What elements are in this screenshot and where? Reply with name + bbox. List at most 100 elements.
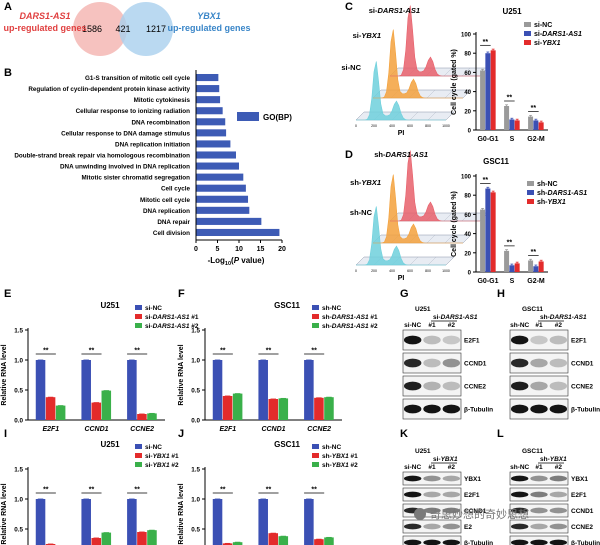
blot-protein-label: YBX1 <box>464 476 481 483</box>
bar <box>35 360 46 420</box>
watermark: 奇思妙想的奇妙思想 <box>414 507 529 521</box>
blot-band <box>442 335 461 345</box>
rna-chart-e: 0.0 0.5 1.0 1.5 Relative RNA level E2F1 ** CCND… <box>1 301 199 433</box>
x-category-label: G0-G1 <box>477 136 498 143</box>
legend-swatch <box>524 31 531 36</box>
significance-mark: ** <box>89 348 95 355</box>
legend-swatch <box>135 314 142 319</box>
flow-histogram <box>356 61 446 121</box>
bar <box>232 393 243 420</box>
bar <box>127 360 137 420</box>
x-category-label: CCNE2 <box>307 426 331 433</box>
significance-mark: ** <box>531 105 537 112</box>
bar <box>147 530 157 545</box>
flow-grid-line <box>426 234 436 244</box>
legend-swatch <box>135 323 142 328</box>
blot-group-label: si-YBX1 <box>433 456 458 463</box>
x-category-label: CCND1 <box>84 426 108 433</box>
go-term-label: DNA replication initiation <box>115 141 190 148</box>
significance-mark: ** <box>531 249 537 256</box>
go-bar <box>196 85 220 93</box>
bar <box>222 543 233 545</box>
blot-band <box>549 539 568 545</box>
blot-lane-label: #1 <box>428 322 436 329</box>
significance-mark: ** <box>220 348 226 355</box>
bar <box>35 499 46 545</box>
y-tick-label: 100 <box>461 33 472 39</box>
y-tick-label: 0.0 <box>191 418 200 425</box>
cell-cycle-chart-gsc11: 0 20 40 60 80 100 Cell cycle (gated %) G0-G1 ** S… <box>451 157 587 285</box>
go-bar <box>196 195 249 203</box>
flow-x-tick-label: 0 <box>355 269 357 273</box>
go-bar <box>196 173 244 181</box>
blot-lane-label: #2 <box>555 464 563 471</box>
y-tick-label: 1.0 <box>191 358 200 365</box>
blot-lane-label: si-NC <box>404 322 421 329</box>
blot-band <box>510 507 529 514</box>
bar <box>480 209 486 272</box>
chart-title: GSC11 <box>483 157 509 166</box>
blot-band <box>510 539 529 545</box>
flow-histogram <box>390 5 480 77</box>
panel-letter-g: G <box>400 288 409 300</box>
blot-band <box>442 507 461 514</box>
go-bar <box>196 228 280 237</box>
legend-label: sh-NC <box>322 305 341 312</box>
y-tick-label: 1.5 <box>191 467 200 474</box>
flow-grid-line <box>409 111 419 121</box>
y-tick-label: 0.5 <box>191 527 200 534</box>
go-legend-label: GO(BP) <box>263 113 292 122</box>
go-term-label: DNA replication <box>143 208 190 215</box>
bar <box>490 192 496 272</box>
panel-letter-d: D <box>345 149 353 161</box>
go-bar <box>196 118 226 126</box>
blot-band <box>530 475 548 482</box>
bar <box>533 266 539 272</box>
blot-band <box>549 475 568 482</box>
blot-band <box>510 358 529 368</box>
x-category-label: G0-G1 <box>477 278 498 285</box>
bar <box>232 542 243 545</box>
blot-band <box>423 358 441 368</box>
blot-band <box>403 358 422 368</box>
blot-protein-label: CCNE2 <box>464 384 486 391</box>
flow-x-tick-label: 1000 <box>442 124 450 128</box>
blot-band <box>403 335 422 345</box>
flow-grid-line <box>443 212 453 222</box>
legend-label: sh-YBX1 #1 <box>322 453 358 460</box>
blot-lane-label: #2 <box>448 464 456 471</box>
blot-lane-label: #1 <box>428 464 436 471</box>
significance-mark: ** <box>483 39 489 46</box>
blot-band <box>442 539 461 545</box>
go-term-label: DNA recombination <box>131 119 190 126</box>
blot-band <box>403 523 422 530</box>
blot-protein-label: β-Tubulin <box>464 540 493 545</box>
legend-label: sh-NC <box>322 444 341 451</box>
bar <box>304 499 314 545</box>
flow-histogram <box>390 150 480 222</box>
legend-swatch <box>527 190 534 195</box>
flow-sample-label: sh-YBX1 <box>350 178 381 187</box>
bar <box>304 360 314 420</box>
legend-swatch <box>312 453 319 458</box>
go-x-axis-label: -Log10(P value) <box>208 256 265 267</box>
x-category-label: G2-M <box>527 278 545 285</box>
blot-cell-line: GSC11 <box>522 448 543 455</box>
blot-cell-line: U251 <box>415 306 431 313</box>
flow-sample-label: si-YBX1 <box>353 31 381 40</box>
x-category-label: G2-M <box>527 136 545 143</box>
panel-letter-j: J <box>178 428 184 440</box>
blot-lane-label: #2 <box>448 322 456 329</box>
venn-left-count: 1586 <box>82 24 102 34</box>
y-axis-label: Cell cycle (gated %) <box>451 191 458 257</box>
flow-x-axis-label: PI <box>398 275 405 282</box>
bar <box>485 188 491 272</box>
venn-right-count: 1217 <box>146 24 166 34</box>
wechat-icon <box>414 508 426 520</box>
significance-mark: ** <box>507 95 513 102</box>
go-bar <box>196 140 231 148</box>
y-tick-label: 40 <box>464 90 471 96</box>
